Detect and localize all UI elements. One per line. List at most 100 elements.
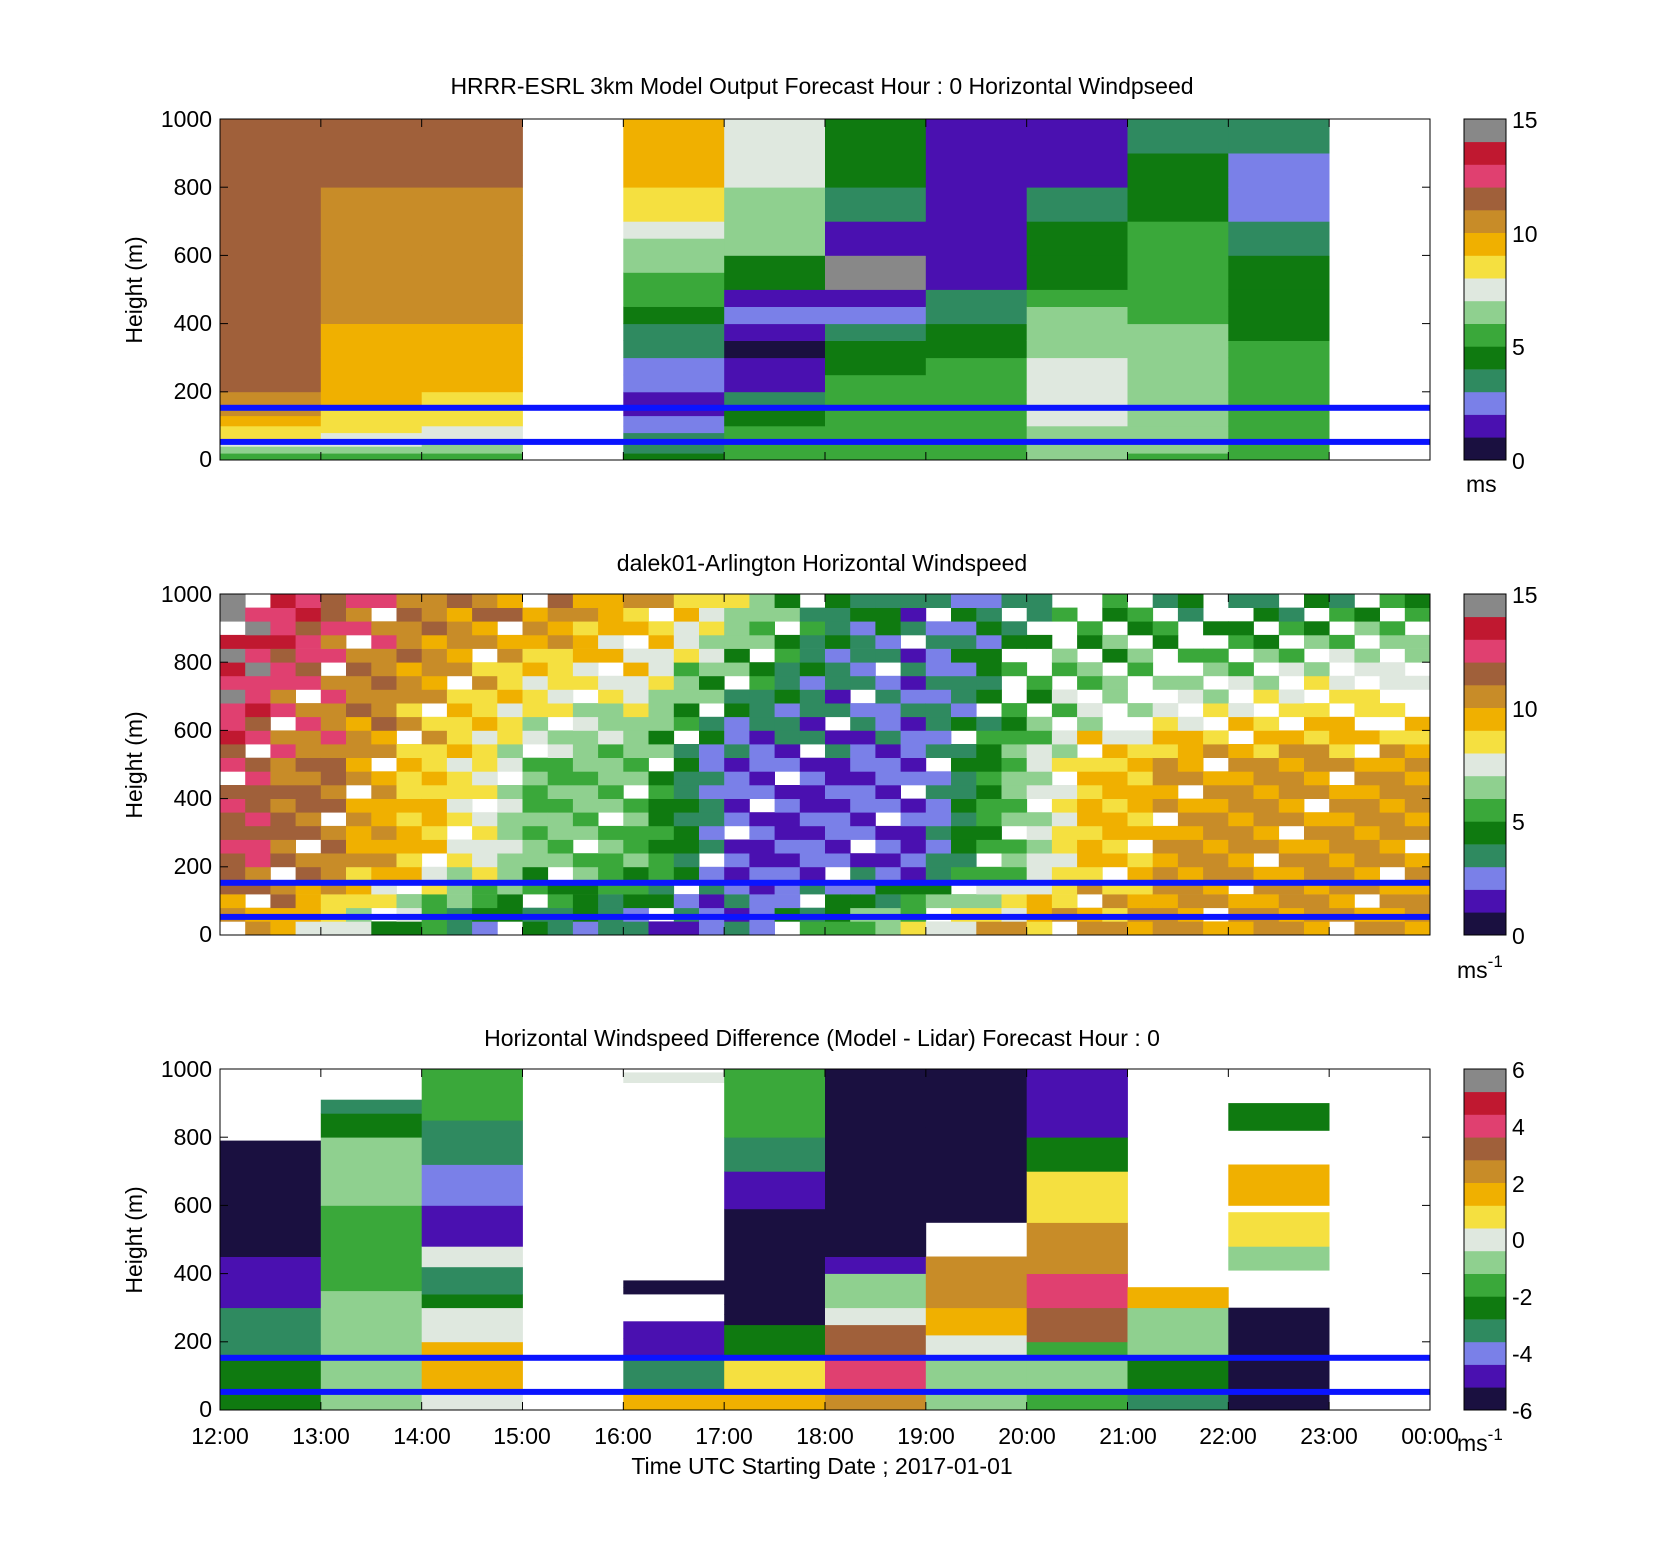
heatmap-cell: [320, 1205, 422, 1292]
heatmap-cell: [825, 1273, 927, 1309]
heatmap-cell: [1127, 323, 1229, 341]
heatmap-cell: [1026, 289, 1128, 307]
heatmap-cell: [1051, 894, 1078, 909]
xtick-label: 20:00: [998, 1423, 1056, 1449]
heatmap-cell: [572, 648, 599, 663]
heatmap-cell: [925, 1069, 1027, 1114]
heatmap-cell: [976, 689, 1002, 704]
heatmap-cell: [1127, 340, 1229, 359]
heatmap-cell: [220, 825, 246, 840]
heatmap-cell: [270, 921, 296, 936]
heatmap-cell: [799, 689, 826, 704]
heatmap-cell: [1026, 323, 1128, 341]
heatmap-cell: [1102, 839, 1128, 854]
heatmap-cell: [799, 675, 826, 690]
panel-2-ytick-label: 800: [174, 649, 212, 675]
heatmap-cell: [1228, 634, 1254, 649]
heatmap-cell: [623, 1321, 725, 1339]
colorbar-segment: [1464, 255, 1506, 279]
heatmap-cell: [472, 594, 498, 608]
heatmap-cell: [1379, 634, 1406, 649]
heatmap-cell: [623, 415, 725, 427]
heatmap-cell: [320, 730, 347, 745]
heatmap-cell: [623, 744, 649, 758]
heatmap-cell: [1001, 853, 1028, 868]
heatmap-cell: [699, 634, 725, 649]
heatmap-cell: [1127, 648, 1154, 663]
heatmap-cell: [925, 798, 952, 813]
heatmap-cell: [220, 757, 246, 772]
heatmap-cell: [724, 812, 750, 827]
heatmap-cell: [295, 607, 322, 622]
heatmap-cell: [220, 662, 246, 677]
heatmap-cell: [1203, 894, 1229, 909]
heatmap-cell: [850, 662, 876, 677]
heatmap-cell: [724, 689, 750, 704]
heatmap-cell: [1026, 757, 1053, 772]
colorbar-segment: [1464, 1319, 1506, 1343]
heatmap-cell: [220, 648, 246, 663]
heatmap-cell: [825, 839, 851, 854]
heatmap-cell: [976, 621, 1002, 636]
heatmap-cell: [850, 785, 876, 799]
heatmap-cell: [1354, 771, 1380, 786]
heatmap-cell: [446, 785, 473, 799]
heatmap-cell: [1127, 798, 1154, 813]
heatmap-cell: [371, 648, 397, 663]
heatmap-cell: [295, 894, 322, 909]
heatmap-cell: [749, 812, 775, 827]
heatmap-cell: [623, 1287, 725, 1295]
panel-3-colorbar-tick: 4: [1512, 1114, 1525, 1140]
heatmap-cell: [825, 1324, 927, 1360]
heatmap-cell: [522, 853, 549, 868]
heatmap-cell: [572, 825, 599, 840]
heatmap-cell: [1278, 812, 1305, 827]
heatmap-cell: [825, 1393, 927, 1411]
heatmap-cell: [749, 853, 775, 868]
panel-1-ytick-label: 0: [199, 446, 212, 472]
heatmap-cell: [699, 825, 725, 840]
heatmap-cell: [320, 825, 347, 840]
heatmap-cell: [446, 853, 473, 868]
heatmap-cell: [1329, 634, 1355, 649]
heatmap-cell: [346, 812, 372, 827]
heatmap-cell: [724, 853, 750, 868]
heatmap-cell: [749, 607, 775, 622]
heatmap-cell: [623, 921, 649, 936]
heatmap-cell: [1001, 757, 1028, 772]
heatmap-cell: [1152, 675, 1179, 690]
heatmap-cell: [1354, 730, 1380, 745]
heatmap-cell: [951, 662, 977, 677]
heatmap-cell: [1304, 675, 1330, 690]
heatmap-cell: [497, 703, 523, 718]
heatmap-cell: [1278, 621, 1305, 636]
heatmap-cell: [724, 255, 826, 290]
heatmap-cell: [799, 621, 826, 636]
heatmap-cell: [371, 621, 397, 636]
heatmap-cell: [774, 853, 801, 868]
heatmap-cell: [270, 594, 296, 608]
heatmap-cell: [1278, 853, 1305, 868]
heatmap-cell: [724, 1304, 826, 1315]
colorbar-segment: [1464, 391, 1506, 415]
heatmap-cell: [825, 921, 851, 936]
heatmap-cell: [220, 1140, 322, 1203]
heatmap-cell: [749, 866, 775, 881]
heatmap-cell: [724, 1393, 826, 1411]
heatmap-cell: [1354, 621, 1380, 636]
heatmap-cell: [1026, 357, 1128, 393]
heatmap-cell: [1203, 730, 1229, 745]
heatmap-cell: [1379, 798, 1406, 813]
panel-3-colorbar: [1464, 1069, 1506, 1411]
heatmap-cell: [421, 594, 448, 608]
colorbar-segment: [1464, 1296, 1506, 1320]
heatmap-cell: [598, 853, 624, 868]
heatmap-cell: [1102, 921, 1128, 936]
heatmap-cell: [1001, 921, 1028, 936]
heatmap-cell: [1127, 1393, 1229, 1411]
heatmap-cell: [1152, 921, 1179, 936]
heatmap-cell: [295, 675, 322, 690]
heatmap-cell: [825, 357, 927, 376]
heatmap-cell: [1127, 621, 1154, 636]
heatmap-cell: [1304, 594, 1330, 608]
